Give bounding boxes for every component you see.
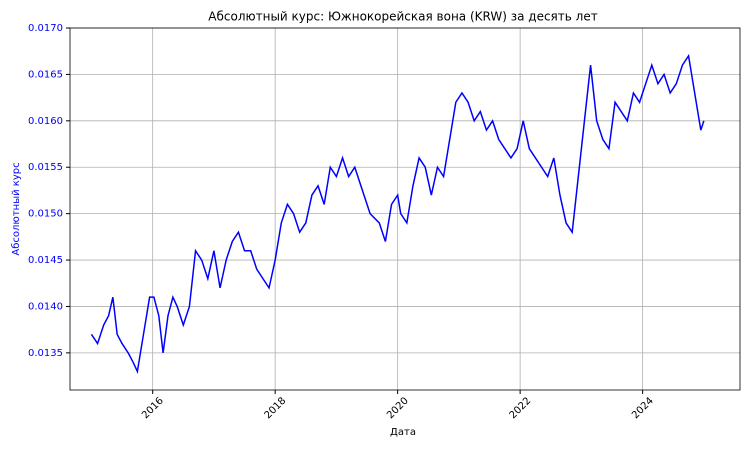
plot-frame (69, 27, 741, 391)
y-tick-label: 0.0160 (28, 116, 63, 127)
y-tick-label: 0.0145 (28, 255, 63, 266)
y-tick-label: 0.0155 (28, 162, 63, 173)
x-tick-label: 2016 (140, 395, 166, 421)
y-tick-label: 0.0170 (28, 23, 63, 34)
x-tick-label: 2024 (630, 395, 656, 421)
y-axis-label: Абсолютный курс (11, 162, 22, 255)
x-axis-label: Дата (390, 427, 416, 438)
x-tick-label: 2022 (508, 395, 534, 421)
x-tick-label: 2020 (385, 395, 411, 421)
data-line (90, 53, 705, 374)
chart-title: Абсолютный курс: Южнокорейская вона (KRW… (208, 10, 597, 24)
y-tick-label: 0.0165 (28, 69, 63, 80)
y-tick-label: 0.0135 (28, 348, 63, 359)
y-tick-label: 0.0140 (28, 301, 63, 312)
x-tick-label: 2018 (263, 395, 289, 421)
y-tick-label: 0.0150 (28, 209, 63, 220)
